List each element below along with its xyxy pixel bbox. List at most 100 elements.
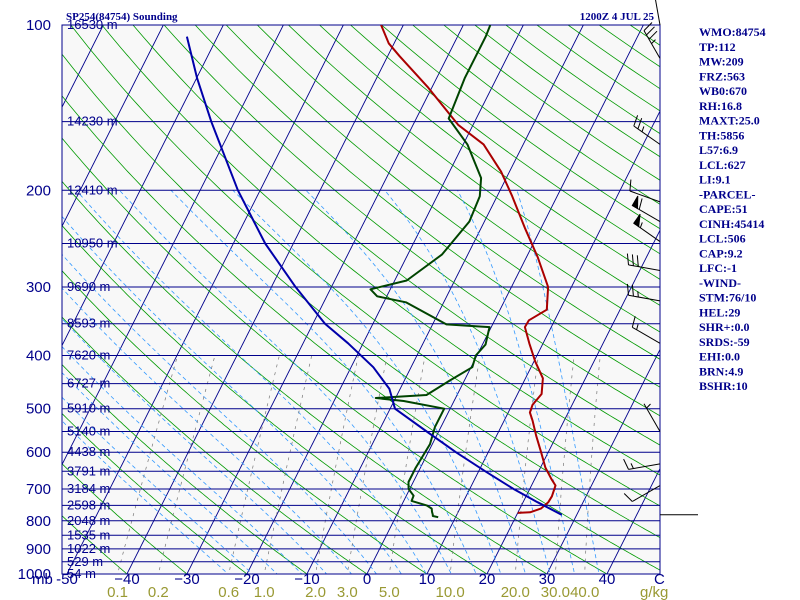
wind-barb: [633, 115, 661, 145]
wind-barb: [631, 316, 661, 344]
temperature-tick-label: 40: [599, 571, 616, 588]
x-axis-unit-right: C: [654, 571, 665, 588]
isotherm-line: [306, 25, 584, 574]
temperature-tick-label: −10: [294, 571, 319, 588]
dry-adiabat-line: [101, 25, 660, 476]
pressure-tick-label: 400: [26, 348, 51, 365]
dry-adiabat-line: [62, 95, 660, 571]
temperature-tick-label: −40: [114, 571, 139, 588]
mixing-ratio-label: 1.0: [254, 584, 275, 600]
height-label: 8593 m: [67, 316, 110, 331]
moist-adiabat-line: [170, 190, 477, 574]
moist-adiabat-line: [384, 190, 551, 574]
dry-adiabat-line: [287, 25, 660, 306]
mixing-ratio-label: 3.0: [337, 584, 358, 600]
wind-barb: [626, 283, 661, 302]
index-line: STM:76/10: [699, 291, 756, 305]
height-label: 12410 m: [67, 182, 118, 197]
isotherm-line: [246, 25, 524, 574]
index-line: -PARCEL-: [699, 187, 755, 201]
sounding-traces: [185, 25, 563, 519]
mixing-ratio-label: 40.0: [570, 584, 599, 600]
height-label: 14230 m: [67, 114, 118, 129]
thermodynamic-grid: [62, 25, 660, 574]
height-label: 4438 m: [67, 444, 110, 459]
index-line: LI:9.1: [699, 173, 731, 187]
moist-adiabat-line: [62, 396, 254, 574]
index-line: WB0:670: [699, 84, 747, 98]
height-label: 5910 m: [67, 401, 110, 416]
dry-adiabat-line: [318, 25, 660, 280]
wind-barb: [633, 213, 661, 242]
wind-barb: [643, 22, 661, 59]
temperature-tick-label: −20: [234, 571, 259, 588]
index-line: SHR+:0.0: [699, 320, 750, 334]
index-line: WMO:84754: [699, 25, 766, 39]
index-line: CINH:45414: [699, 217, 764, 231]
moist-adiabat-line: [62, 318, 328, 574]
mixing-ratio-line: [346, 355, 388, 574]
moist-adiabat-line: [62, 253, 377, 574]
height-label: 2598 m: [67, 497, 110, 512]
index-line: L57:6.9: [699, 143, 738, 157]
dry-adiabat-line: [62, 364, 308, 574]
dry-adiabat-line: [132, 25, 660, 446]
temperature-tick-label: 0: [363, 571, 371, 588]
height-label: 7620 m: [67, 348, 110, 363]
wind-barb: [655, 0, 661, 26]
pressure-tick-label: 1000: [18, 566, 51, 583]
wind-barb: [623, 458, 661, 470]
index-line: LCL:627: [699, 158, 746, 172]
moist-adiabat-line: [457, 190, 576, 574]
mixing-ratio-line: [228, 355, 280, 574]
moist-adiabat-line: [305, 190, 526, 574]
height-label: 3791 m: [67, 463, 110, 478]
stability-index-panel: WMO:84754TP:112MW:209FRZ:563WB0:670RH:16…: [699, 25, 766, 393]
height-label: 9690 m: [67, 279, 110, 294]
wind-barb: [629, 179, 661, 203]
mixing-ratio-label: 0.6: [218, 584, 239, 600]
height-label: 16530 m: [67, 17, 118, 32]
parcel-trace: [185, 36, 563, 516]
mixing-ratio-line: [157, 355, 216, 574]
wind-barb: [643, 403, 661, 432]
mixing-ratio-line: [449, 355, 481, 574]
index-line: RH:16.8: [699, 99, 742, 113]
height-label: 5140 m: [67, 424, 110, 439]
mixing-ratio-label: 5.0: [379, 584, 400, 600]
dry-adiabat-line: [225, 25, 660, 360]
wind-barb: [623, 485, 661, 502]
dry-adiabat-line: [62, 270, 428, 574]
dry-adiabat-line: [62, 53, 660, 539]
isotherm-line: [546, 348, 660, 574]
valid-time: 1200Z 4 JUL 25: [580, 11, 655, 23]
mixing-ratio-label: 30.0: [541, 584, 570, 600]
index-line: LFC:-1: [699, 261, 737, 275]
mixing-ratio-label: 10.0: [435, 584, 464, 600]
pressure-tick-label: 300: [26, 279, 51, 296]
height-label: 1535 m: [67, 527, 110, 542]
moist-adiabat-line: [232, 190, 502, 574]
dry-adiabat-line: [349, 25, 660, 255]
wind-barbs: [623, 0, 698, 516]
dry-adiabat-line: [62, 137, 608, 574]
height-label: 2048 m: [67, 513, 110, 528]
mixing-ratio-line: [584, 355, 601, 574]
pressure-tick-label: 800: [26, 513, 51, 530]
dewpoint-trace: [369, 25, 492, 519]
dry-adiabat-line: [62, 180, 548, 574]
pressure-tick-label: 100: [26, 17, 51, 34]
temperature-trace: [380, 25, 557, 514]
station-title: SP254(84754) Sounding: [66, 11, 178, 23]
dry-adiabat-line: [256, 25, 660, 333]
index-line: EHI:0.0: [699, 350, 740, 364]
index-line: -WIND-: [699, 276, 741, 290]
mixing-ratio-line: [315, 355, 359, 574]
dry-adiabat-line: [70, 25, 660, 507]
mixing-ratio-line: [263, 355, 313, 574]
index-line: MAXT:25.0: [699, 114, 760, 128]
mixing-ratio-line: [117, 355, 178, 574]
